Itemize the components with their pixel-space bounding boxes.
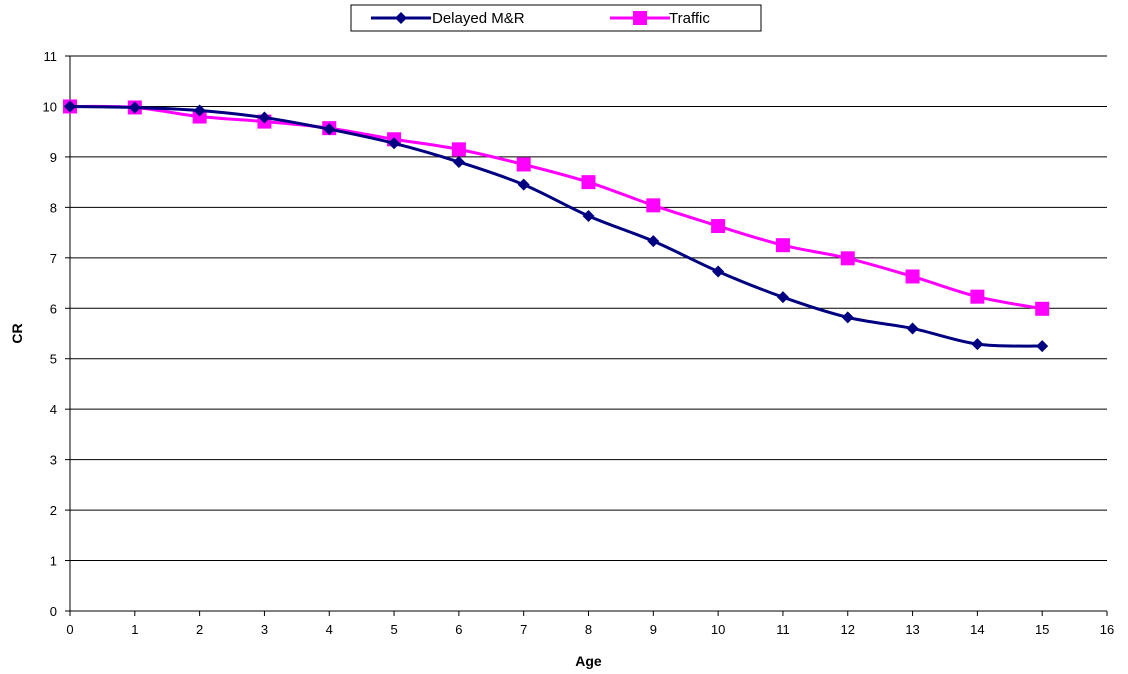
y-tick-label: 11	[44, 49, 58, 64]
legend-swatch-marker-delayed	[395, 12, 407, 24]
x-tick-label: 16	[1100, 622, 1114, 637]
data-point-square	[192, 109, 207, 124]
y-tick-label: 2	[50, 503, 57, 518]
y-tick-label: 6	[50, 301, 57, 316]
data-point-diamond	[776, 291, 789, 304]
legend-label-delayed: Delayed M&R	[432, 10, 525, 27]
data-point-diamond	[64, 100, 76, 113]
data-point-diamond	[128, 101, 141, 114]
series-0	[64, 100, 1049, 353]
data-point-diamond	[841, 311, 854, 324]
data-point-square	[840, 251, 855, 266]
x-tick-label: 9	[650, 622, 657, 637]
x-axis-title: Age	[575, 653, 602, 669]
data-point-diamond	[452, 155, 465, 168]
gridlines	[70, 55, 1107, 562]
data-point-diamond	[712, 265, 725, 278]
data-point-square	[1035, 301, 1050, 316]
y-tick-label: 7	[50, 251, 57, 266]
x-tick-label: 2	[196, 622, 203, 637]
x-tick-label: 1	[131, 622, 138, 637]
data-point-diamond	[323, 123, 336, 136]
legend: Delayed M&R Traffic	[350, 4, 762, 32]
y-axis-title: CR	[9, 323, 25, 343]
x-tick-label: 8	[585, 622, 592, 637]
data-point-square	[711, 219, 726, 234]
data-point-square	[451, 142, 466, 157]
x-tick-label: 0	[66, 622, 73, 637]
x-tick-label: 7	[520, 622, 527, 637]
data-point-square	[646, 198, 661, 213]
y-tick-label: 1	[50, 554, 57, 569]
y-tick-label: 10	[43, 99, 57, 114]
y-tick-label: 3	[50, 453, 57, 468]
data-point-diamond	[906, 322, 919, 335]
x-tick-label: 6	[455, 622, 462, 637]
y-tick-label: 4	[50, 402, 57, 417]
data-point-square	[905, 269, 920, 284]
data-point-square	[970, 289, 985, 304]
data-point-square	[581, 175, 596, 190]
x-tick-label: 12	[841, 622, 855, 637]
legend-swatch-marker-traffic	[633, 11, 647, 25]
y-tick-label: 5	[50, 352, 57, 367]
data-point-diamond	[1036, 340, 1049, 353]
data-point-diamond	[258, 111, 271, 124]
x-tick-label: 5	[390, 622, 397, 637]
x-tick-label: 4	[326, 622, 333, 637]
x-tick-label: 3	[261, 622, 268, 637]
x-tick-label: 10	[711, 622, 725, 637]
data-point-diamond	[647, 235, 660, 248]
data-point-diamond	[517, 178, 530, 191]
x-tick-label: 13	[905, 622, 919, 637]
data-point-square	[516, 157, 531, 172]
y-tick-label: 9	[50, 150, 57, 165]
series-lines	[63, 99, 1050, 353]
data-point-square	[775, 238, 790, 253]
y-tick-label: 0	[50, 604, 57, 619]
series-line	[69, 104, 1043, 311]
legend-box	[350, 4, 762, 32]
x-tick-label: 15	[1035, 622, 1049, 637]
data-point-diamond	[971, 338, 984, 351]
x-tick-label: 14	[970, 622, 984, 637]
y-tick-label: 8	[50, 200, 57, 215]
data-point-diamond	[582, 209, 595, 222]
legend-label-traffic: Traffic	[669, 10, 710, 27]
axes	[65, 55, 1108, 616]
data-point-diamond	[388, 137, 401, 150]
x-tick-label: 11	[776, 622, 790, 637]
data-point-diamond	[193, 104, 206, 117]
series-line	[69, 104, 1043, 348]
